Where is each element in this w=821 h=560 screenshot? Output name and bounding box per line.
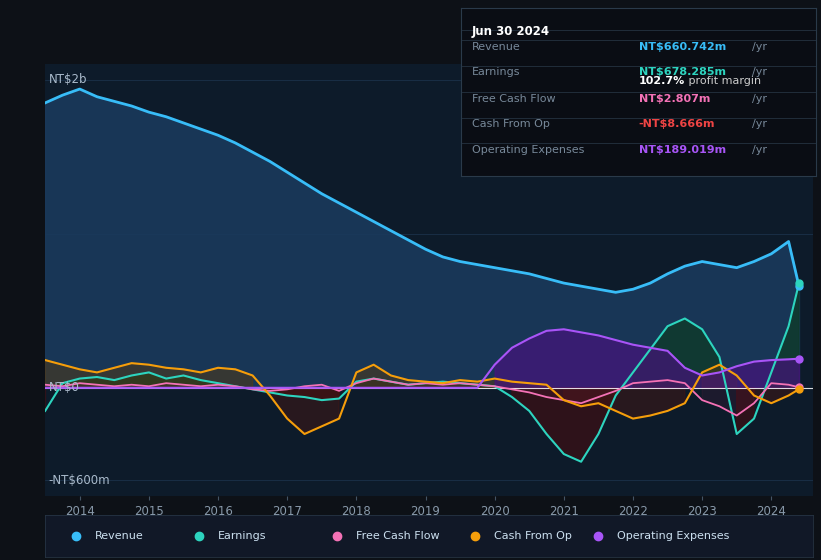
- Text: Earnings: Earnings: [472, 67, 521, 77]
- Text: /yr: /yr: [752, 67, 768, 77]
- Text: /yr: /yr: [752, 94, 768, 104]
- Text: profit margin: profit margin: [685, 76, 761, 86]
- Text: Cash From Op: Cash From Op: [472, 119, 550, 129]
- Text: Cash From Op: Cash From Op: [494, 531, 572, 541]
- Text: /yr: /yr: [752, 144, 768, 155]
- Text: Revenue: Revenue: [472, 42, 521, 52]
- Text: Jun 30 2024: Jun 30 2024: [472, 25, 550, 38]
- Text: /yr: /yr: [752, 42, 768, 52]
- Text: NT$189.019m: NT$189.019m: [639, 144, 726, 155]
- Text: NT$678.285m: NT$678.285m: [639, 67, 726, 77]
- Text: Operating Expenses: Operating Expenses: [617, 531, 729, 541]
- Text: NT$2b: NT$2b: [48, 73, 87, 86]
- Text: NT$660.742m: NT$660.742m: [639, 42, 726, 52]
- Text: Revenue: Revenue: [95, 531, 144, 541]
- Text: /yr: /yr: [752, 119, 768, 129]
- Text: Operating Expenses: Operating Expenses: [472, 144, 585, 155]
- Text: -NT$8.666m: -NT$8.666m: [639, 119, 715, 129]
- Text: NT$0: NT$0: [48, 381, 80, 394]
- Text: Earnings: Earnings: [218, 531, 266, 541]
- Text: NT$2.807m: NT$2.807m: [639, 94, 710, 104]
- Text: Free Cash Flow: Free Cash Flow: [356, 531, 440, 541]
- Text: 102.7%: 102.7%: [639, 76, 685, 86]
- Text: -NT$600m: -NT$600m: [48, 474, 110, 487]
- Text: Free Cash Flow: Free Cash Flow: [472, 94, 556, 104]
